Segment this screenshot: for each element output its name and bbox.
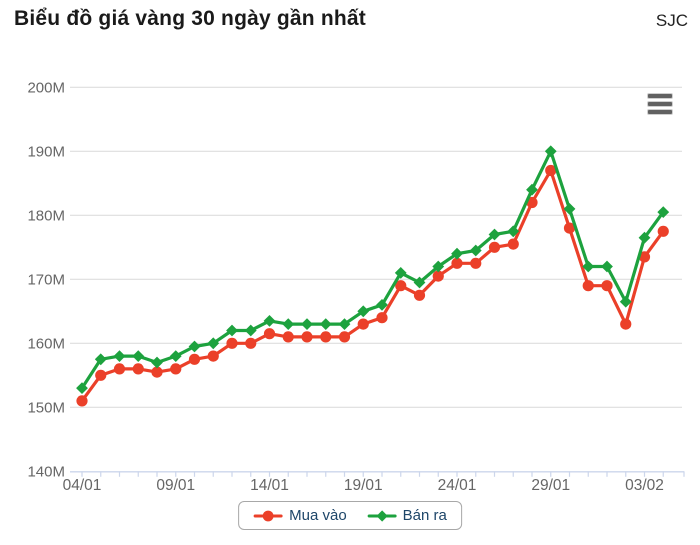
data-point[interactable] [151, 366, 163, 378]
data-point[interactable] [376, 312, 388, 324]
data-point[interactable] [432, 270, 444, 282]
data-point[interactable] [526, 183, 538, 196]
y-axis-label: 160M [27, 335, 65, 352]
hamburger-icon [648, 94, 672, 98]
x-axis-label: 09/01 [156, 477, 195, 494]
legend-item-mua-vao[interactable]: Mua vào [253, 507, 347, 524]
hamburger-icon [648, 110, 672, 114]
data-point[interactable] [282, 318, 295, 330]
data-point[interactable] [601, 260, 613, 273]
data-point[interactable] [357, 305, 370, 318]
data-point[interactable] [132, 363, 144, 375]
data-point[interactable] [207, 350, 219, 362]
x-axis-label: 04/01 [63, 477, 102, 494]
data-point[interactable] [638, 251, 651, 263]
y-axis-label: 190M [27, 143, 65, 160]
data-point[interactable] [395, 280, 407, 292]
y-axis-label: 170M [27, 271, 65, 288]
y-axis-label: 140M [27, 463, 65, 480]
y-axis-label: 200M [27, 79, 65, 96]
data-point[interactable] [394, 267, 407, 279]
data-point[interactable] [507, 225, 520, 238]
legend-marker-sell [367, 509, 397, 522]
x-axis-label: 29/01 [531, 477, 570, 494]
data-point[interactable] [451, 247, 463, 260]
data-point[interactable] [113, 363, 126, 375]
data-point[interactable] [470, 257, 482, 269]
data-point[interactable] [113, 350, 126, 362]
data-point[interactable] [226, 337, 238, 349]
data-point[interactable] [132, 350, 145, 362]
data-point[interactable] [320, 331, 332, 343]
data-point[interactable] [338, 318, 351, 330]
x-axis-label: 03/02 [625, 477, 664, 494]
hamburger-icon [648, 102, 672, 106]
data-point[interactable] [226, 324, 238, 337]
data-point[interactable] [338, 331, 351, 343]
data-point[interactable] [170, 363, 182, 375]
data-point[interactable] [188, 340, 201, 353]
series-ban-ra [76, 145, 670, 394]
data-point[interactable] [488, 241, 501, 253]
legend-marker-buy [253, 510, 283, 521]
legend-label: Mua vào [289, 507, 347, 524]
series-line [80, 168, 665, 403]
data-point[interactable] [95, 369, 107, 381]
data-point[interactable] [619, 295, 632, 308]
data-point[interactable] [319, 318, 332, 330]
data-point[interactable] [582, 260, 595, 273]
data-point[interactable] [413, 276, 426, 289]
data-point[interactable] [545, 164, 557, 177]
data-point[interactable] [263, 328, 276, 340]
data-point[interactable] [244, 324, 257, 337]
data-point[interactable] [507, 238, 519, 250]
chart-legend: Mua vào Bán ra [238, 501, 462, 530]
data-point[interactable] [620, 318, 632, 330]
data-point[interactable] [301, 331, 313, 343]
data-point[interactable] [657, 225, 669, 237]
data-point[interactable] [413, 289, 426, 301]
data-point[interactable] [601, 280, 613, 292]
data-point[interactable] [76, 395, 88, 407]
series-mua-vao [76, 164, 669, 407]
data-point[interactable] [376, 299, 388, 311]
data-point[interactable] [94, 353, 107, 366]
series-line [80, 149, 665, 390]
data-point[interactable] [151, 356, 163, 369]
data-point[interactable] [563, 203, 576, 215]
data-point[interactable] [469, 244, 482, 257]
data-point[interactable] [544, 145, 557, 158]
data-point[interactable] [582, 280, 594, 292]
data-point[interactable] [357, 318, 369, 330]
page-title: Biểu đồ giá vàng 30 ngày gần nhất [14, 7, 366, 30]
y-axis-label: 150M [27, 399, 65, 416]
y-axis-label: 180M [27, 207, 65, 224]
x-axis-label: 14/01 [250, 477, 289, 494]
data-point[interactable] [207, 337, 220, 350]
data-point[interactable] [638, 231, 651, 244]
x-axis-label: 24/01 [438, 477, 477, 494]
data-point[interactable] [488, 228, 501, 241]
data-point[interactable] [563, 222, 576, 234]
data-point[interactable] [657, 206, 670, 218]
data-point[interactable] [188, 353, 201, 365]
chart-menu-button[interactable] [646, 91, 674, 117]
data-point[interactable] [169, 350, 182, 362]
source-badge: SJC [655, 11, 688, 30]
data-point[interactable] [451, 257, 463, 269]
data-point[interactable] [263, 315, 276, 327]
data-point[interactable] [76, 382, 88, 394]
legend-label: Bán ra [402, 507, 447, 524]
data-point[interactable] [245, 337, 257, 349]
data-point[interactable] [301, 318, 313, 330]
x-axis-label: 19/01 [344, 477, 383, 494]
data-point[interactable] [432, 260, 445, 273]
data-point[interactable] [282, 331, 294, 343]
legend-item-ban-ra[interactable]: Bán ra [367, 507, 447, 524]
